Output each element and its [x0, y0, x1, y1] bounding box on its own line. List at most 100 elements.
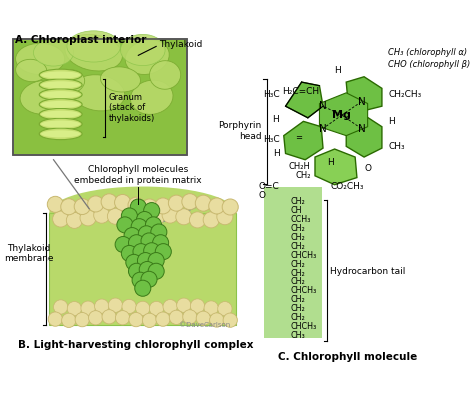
Ellipse shape: [16, 59, 47, 82]
Circle shape: [141, 271, 157, 287]
Ellipse shape: [41, 130, 80, 137]
Text: CH₃: CH₃: [290, 331, 305, 340]
Text: O=C: O=C: [259, 182, 280, 191]
Text: Porphyrin
head: Porphyrin head: [218, 121, 262, 141]
Text: CH: CH: [290, 206, 301, 215]
Text: CHCH₃: CHCH₃: [290, 251, 316, 260]
Ellipse shape: [65, 34, 122, 71]
Circle shape: [198, 198, 210, 210]
Text: CH₂: CH₂: [290, 269, 305, 277]
Circle shape: [210, 313, 224, 327]
Circle shape: [75, 312, 90, 327]
Circle shape: [131, 219, 147, 235]
Circle shape: [95, 299, 109, 313]
Circle shape: [135, 280, 151, 296]
Circle shape: [141, 233, 157, 249]
Text: CH₂: CH₂: [290, 233, 305, 242]
Ellipse shape: [39, 128, 82, 140]
Text: H₃C: H₃C: [264, 90, 280, 99]
Text: CO₂CH₃: CO₂CH₃: [330, 182, 364, 191]
Bar: [13, 39, 187, 155]
Circle shape: [115, 195, 131, 211]
Circle shape: [61, 199, 77, 215]
Text: Chlorophyll molecules
embedded in protein matrix: Chlorophyll molecules embedded in protei…: [74, 165, 202, 185]
Text: ©DaveCarlson: ©DaveCarlson: [179, 322, 230, 328]
Circle shape: [190, 212, 206, 228]
Polygon shape: [285, 82, 323, 118]
Ellipse shape: [41, 121, 80, 128]
Circle shape: [108, 298, 123, 312]
Text: CH₂: CH₂: [290, 313, 305, 322]
Bar: [264, 187, 322, 338]
Circle shape: [137, 253, 154, 269]
Circle shape: [135, 212, 151, 228]
Ellipse shape: [34, 39, 73, 66]
Circle shape: [62, 313, 76, 328]
Circle shape: [53, 211, 69, 227]
Text: O: O: [364, 164, 371, 173]
Text: CH₂: CH₂: [290, 304, 305, 313]
Text: A. Chloroplast interior: A. Chloroplast interior: [15, 35, 146, 45]
Text: CHO (chlorophyll β): CHO (chlorophyll β): [388, 60, 470, 69]
Circle shape: [101, 194, 117, 210]
Polygon shape: [346, 115, 382, 157]
Circle shape: [74, 199, 90, 215]
Circle shape: [142, 313, 156, 328]
Circle shape: [104, 197, 116, 209]
Text: CH₂: CH₂: [290, 259, 305, 269]
Ellipse shape: [20, 80, 69, 114]
Circle shape: [223, 313, 237, 327]
Circle shape: [50, 199, 63, 211]
Circle shape: [148, 253, 164, 269]
Circle shape: [182, 194, 198, 210]
Circle shape: [80, 210, 96, 226]
Ellipse shape: [39, 69, 82, 81]
Circle shape: [144, 243, 160, 259]
Circle shape: [138, 226, 155, 242]
Circle shape: [169, 310, 183, 324]
Circle shape: [211, 201, 224, 213]
Ellipse shape: [39, 108, 82, 120]
Ellipse shape: [100, 67, 140, 92]
Circle shape: [151, 224, 167, 240]
Circle shape: [155, 244, 171, 259]
Text: CH₂: CH₂: [290, 224, 305, 233]
Circle shape: [195, 195, 211, 211]
Circle shape: [121, 246, 137, 261]
Text: Granum
(stack of
thylakoids): Granum (stack of thylakoids): [109, 93, 155, 123]
Text: Thylakoid: Thylakoid: [159, 40, 202, 49]
Text: N: N: [319, 101, 327, 111]
Ellipse shape: [41, 81, 80, 88]
Circle shape: [209, 198, 225, 214]
Text: CH₂CH₃: CH₂CH₃: [388, 90, 421, 99]
Circle shape: [155, 198, 171, 214]
Circle shape: [196, 311, 210, 326]
Circle shape: [81, 301, 95, 315]
Circle shape: [137, 211, 153, 228]
Circle shape: [162, 207, 178, 223]
Ellipse shape: [41, 111, 80, 118]
Text: CH₂: CH₂: [295, 171, 310, 180]
Text: H: H: [327, 158, 334, 167]
Circle shape: [182, 310, 197, 324]
Polygon shape: [284, 121, 323, 160]
Circle shape: [177, 298, 191, 312]
Polygon shape: [346, 77, 382, 111]
Circle shape: [157, 201, 170, 213]
Circle shape: [203, 212, 219, 228]
Circle shape: [77, 201, 90, 214]
Ellipse shape: [41, 71, 80, 78]
Ellipse shape: [39, 118, 82, 130]
Ellipse shape: [39, 89, 82, 100]
Circle shape: [128, 263, 145, 279]
Circle shape: [144, 203, 160, 219]
Text: CH₂: CH₂: [290, 197, 305, 206]
Text: H: H: [272, 115, 278, 124]
Circle shape: [149, 301, 164, 316]
Polygon shape: [49, 213, 237, 325]
Circle shape: [128, 235, 145, 251]
Text: C. Chlorophyll molecule: C. Chlorophyll molecule: [278, 351, 418, 362]
Circle shape: [116, 310, 130, 325]
Text: CH₂: CH₂: [290, 277, 305, 287]
Ellipse shape: [39, 99, 82, 110]
